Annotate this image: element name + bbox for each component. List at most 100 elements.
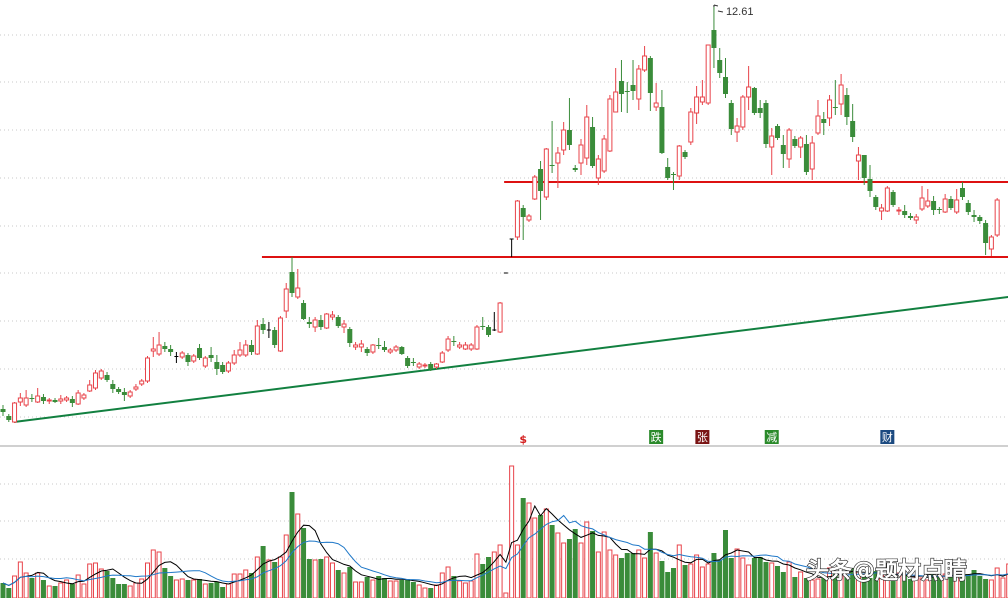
candle-body xyxy=(104,375,110,380)
candle xyxy=(520,205,526,240)
candle xyxy=(717,48,723,78)
candle xyxy=(174,352,179,363)
candle-body xyxy=(58,398,64,402)
volume-bar xyxy=(35,572,41,598)
candle-body xyxy=(410,362,416,363)
candle xyxy=(919,186,925,211)
candle xyxy=(607,95,613,152)
candle xyxy=(104,372,110,382)
volume-bar xyxy=(896,572,902,598)
candle-body xyxy=(110,384,116,389)
volume-bar xyxy=(249,573,255,598)
candle-body xyxy=(462,344,468,350)
candle-body xyxy=(775,126,781,138)
candle xyxy=(376,338,382,349)
candle xyxy=(110,380,116,393)
volume-bar xyxy=(1000,577,1006,598)
candle-body xyxy=(751,88,757,113)
candle xyxy=(896,207,902,215)
volume-bar xyxy=(988,579,994,598)
candle xyxy=(566,98,572,150)
candle-body xyxy=(636,68,642,100)
volume-bar xyxy=(92,562,98,598)
candle xyxy=(543,148,549,200)
volume-bar xyxy=(173,579,179,598)
volume-bar xyxy=(12,575,18,598)
candle xyxy=(676,145,682,180)
candle-body xyxy=(214,362,220,369)
volume-bar xyxy=(202,583,208,598)
candle-body xyxy=(324,313,330,329)
candle-body xyxy=(376,345,382,346)
candle xyxy=(827,95,833,126)
volume-bar xyxy=(775,566,781,598)
candle xyxy=(670,172,676,190)
candle xyxy=(116,387,122,394)
candle-body xyxy=(763,103,769,144)
watermark: 头条@题材点睛 xyxy=(806,557,967,584)
candle xyxy=(457,342,463,349)
candle xyxy=(179,351,185,359)
candle-body xyxy=(561,129,567,151)
candle xyxy=(948,196,954,210)
candle-body xyxy=(902,211,908,215)
volume-bar xyxy=(538,515,544,598)
volume-bar xyxy=(705,563,711,598)
candle xyxy=(329,311,335,320)
candle xyxy=(902,205,908,218)
candle-body xyxy=(434,363,439,368)
volume-bar xyxy=(757,557,763,598)
candle-body xyxy=(197,348,203,358)
volume-bar xyxy=(347,567,353,598)
candle xyxy=(983,220,989,255)
event-marker[interactable]: 张 xyxy=(695,430,710,444)
volume-bar xyxy=(590,531,596,598)
volume-bar xyxy=(295,513,301,598)
candle-body xyxy=(983,223,989,243)
candle-body xyxy=(861,155,867,178)
candle-body xyxy=(295,287,301,298)
volume-bar xyxy=(746,564,752,598)
volume-bar xyxy=(266,559,272,598)
volume-bar xyxy=(1006,563,1008,598)
event-marker[interactable]: $ xyxy=(519,433,527,446)
candle xyxy=(370,344,376,354)
candle-body xyxy=(514,200,520,238)
candle-body xyxy=(335,317,341,326)
volume-bar xyxy=(301,528,307,598)
candle-body xyxy=(260,324,266,330)
candle xyxy=(6,414,12,422)
event-marker[interactable]: 财 xyxy=(880,430,895,444)
candle-body xyxy=(959,188,965,197)
candle-body xyxy=(711,30,717,48)
candle xyxy=(653,83,659,111)
volume-bar xyxy=(821,578,827,598)
volume-bar xyxy=(601,531,607,598)
volume-bar xyxy=(225,583,231,598)
volume-bar xyxy=(405,579,411,598)
candle-body xyxy=(867,179,873,191)
volume-series xyxy=(0,465,1008,598)
volume-bar xyxy=(509,465,515,598)
candle-body xyxy=(341,323,347,328)
event-marker[interactable]: 减 xyxy=(764,430,779,444)
volume-moving-averages xyxy=(2,504,1008,587)
candle-body xyxy=(792,139,798,146)
event-marker-label: $ xyxy=(519,433,527,446)
volume-bar xyxy=(526,502,532,598)
candle-body xyxy=(312,319,318,328)
candle-body xyxy=(607,98,613,152)
volume-bar xyxy=(607,549,613,598)
candle-body xyxy=(971,215,977,217)
volume-bar xyxy=(717,560,723,598)
volume-bar xyxy=(907,579,913,598)
candle-body xyxy=(642,55,648,71)
candle xyxy=(757,100,763,118)
event-marker[interactable]: 跌 xyxy=(649,430,664,444)
candle xyxy=(786,128,792,168)
volume-bar xyxy=(214,582,220,598)
volume-bar xyxy=(902,574,908,598)
candle-body xyxy=(364,349,370,353)
candle xyxy=(272,327,278,348)
